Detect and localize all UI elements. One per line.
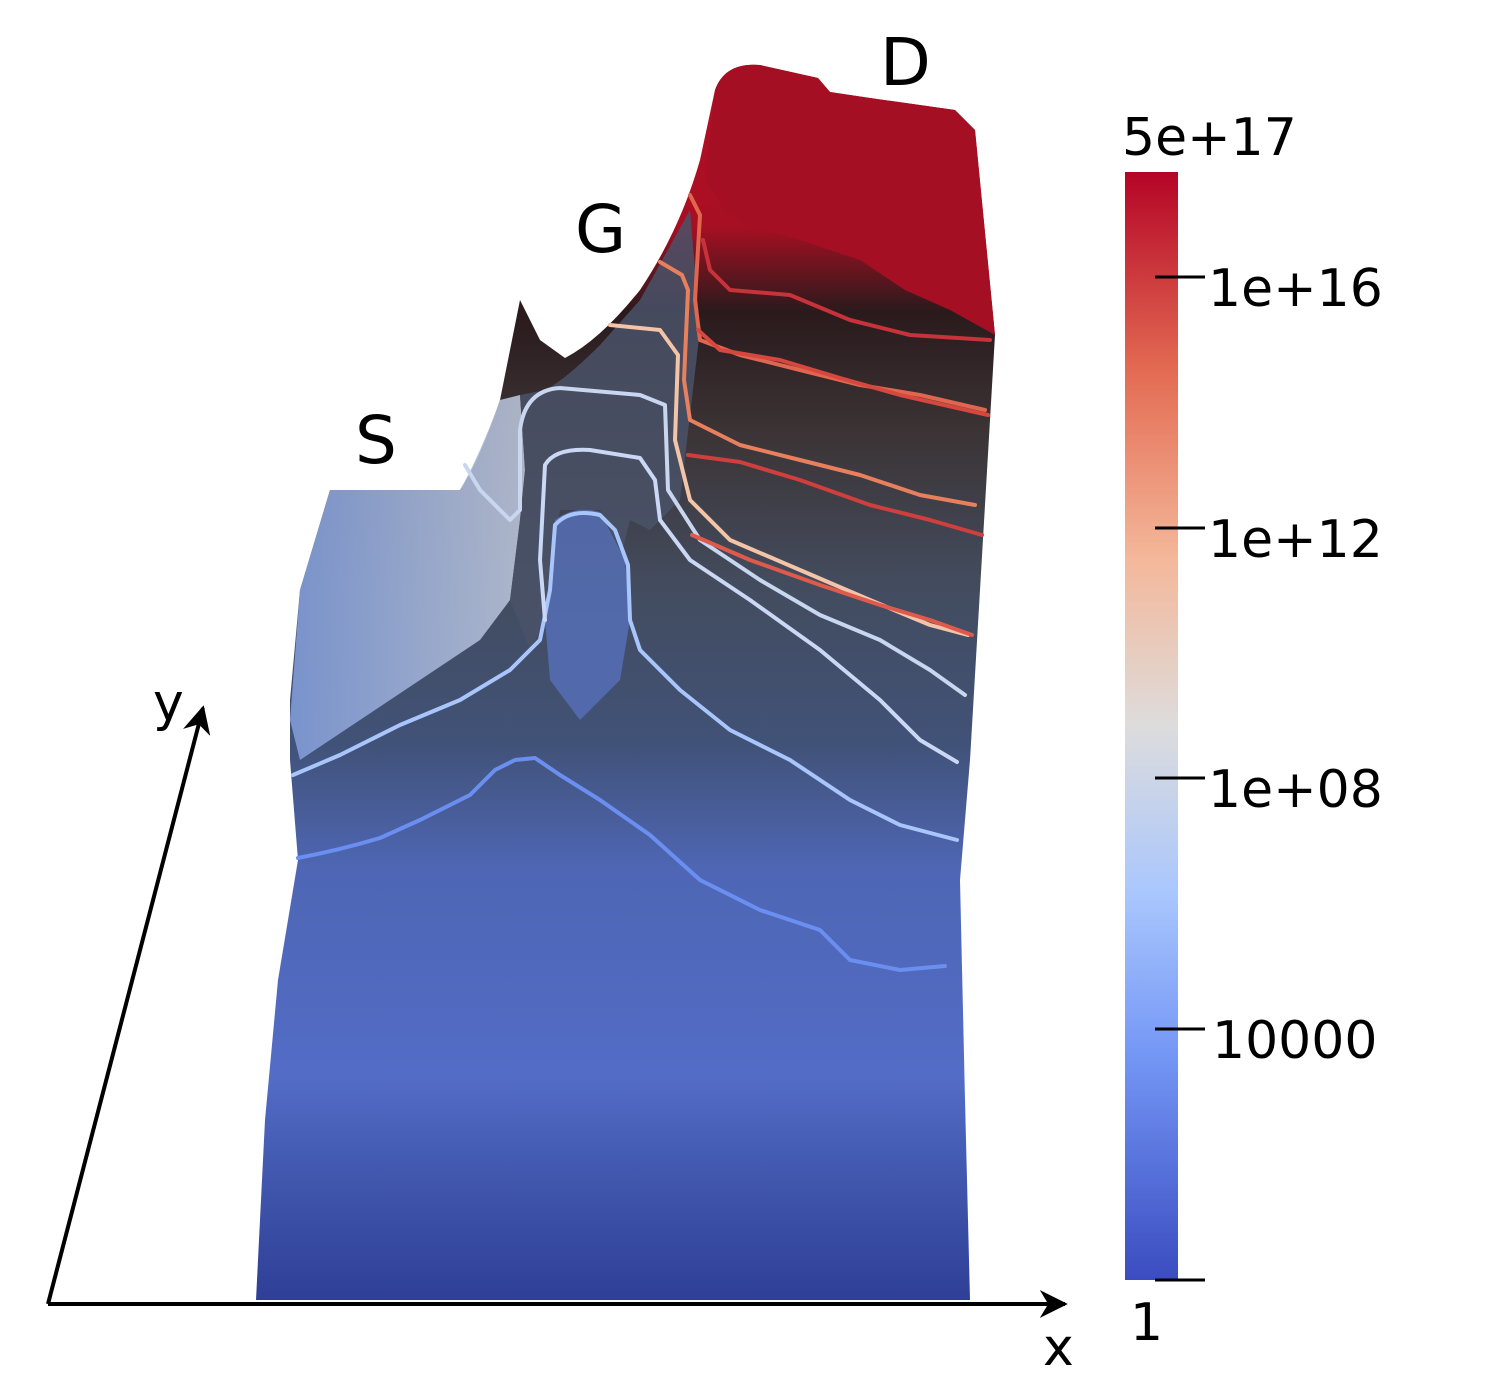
- contour-line-10: [686, 453, 984, 537]
- colorbar-tick-label-4: 10000: [1212, 1011, 1377, 1071]
- y-axis-arrow: [46, 705, 211, 1305]
- channel-column: [545, 509, 630, 720]
- axes: x y: [46, 673, 1074, 1378]
- x-axis-label: x: [1043, 1318, 1074, 1378]
- contour-line-6: [658, 260, 977, 507]
- gate-trench: [510, 210, 700, 650]
- contour-lines: [291, 193, 992, 972]
- drain-label: D: [880, 24, 931, 101]
- colorbar-max-label: 5e+17: [1122, 108, 1297, 168]
- drain-plateau: [705, 64, 995, 335]
- contour-line-2: [291, 511, 959, 842]
- contour-line-4: [463, 386, 967, 697]
- y-axis-label: y: [153, 673, 184, 733]
- contour-line-11: [690, 533, 974, 637]
- contour-line-1: [296, 756, 947, 972]
- colorbar-min-label: 1: [1130, 1293, 1163, 1353]
- colorbar: 5e+17 1 1e+16 1e+12 1e+08 10000: [1122, 108, 1383, 1353]
- contour-line-3: [538, 447, 959, 764]
- contour-line-8: [701, 238, 992, 342]
- colorbar-tick-label-1: 1e+16: [1208, 259, 1383, 319]
- contour-line-9: [696, 328, 990, 417]
- gate-label: G: [575, 191, 626, 268]
- colorbar-tick-label-3: 1e+08: [1208, 760, 1383, 820]
- source-label: S: [355, 402, 397, 479]
- colorbar-gradient-bar: [1125, 172, 1178, 1280]
- source-region: [290, 395, 525, 760]
- colorbar-tick-label-2: 1e+12: [1208, 510, 1383, 570]
